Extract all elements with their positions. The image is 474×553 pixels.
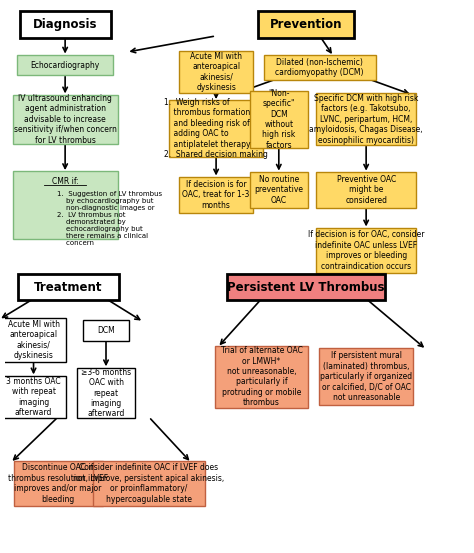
- FancyBboxPatch shape: [1, 318, 66, 362]
- FancyBboxPatch shape: [179, 50, 254, 93]
- Text: Dilated (non-Ischemic)
cardiomyopathy (DCM): Dilated (non-Ischemic) cardiomyopathy (D…: [275, 58, 364, 77]
- Text: Preventive OAC
might be
considered: Preventive OAC might be considered: [337, 175, 396, 205]
- FancyBboxPatch shape: [13, 171, 118, 238]
- Text: Acute MI with
anteroapical
akinesis/
dyskinesis: Acute MI with anteroapical akinesis/ dys…: [8, 320, 60, 360]
- FancyBboxPatch shape: [82, 320, 129, 341]
- Text: ≥3-6 months
OAC with
repeat
imaging
afterward: ≥3-6 months OAC with repeat imaging afte…: [81, 368, 131, 418]
- FancyBboxPatch shape: [316, 228, 416, 273]
- Text: If decision is for OAC, consider
indefinite OAC unless LVEF
improves or bleeding: If decision is for OAC, consider indefin…: [308, 231, 424, 270]
- FancyBboxPatch shape: [215, 346, 308, 408]
- Text: 3 months OAC
with repeat
imaging
afterward: 3 months OAC with repeat imaging afterwa…: [6, 377, 61, 417]
- FancyBboxPatch shape: [264, 55, 376, 80]
- Text: Echocardiography: Echocardiography: [30, 61, 100, 70]
- Text: Prevention: Prevention: [270, 18, 342, 31]
- FancyBboxPatch shape: [13, 95, 118, 144]
- Text: No routine
preventative
OAC: No routine preventative OAC: [255, 175, 303, 205]
- FancyBboxPatch shape: [19, 12, 110, 38]
- Text: Treatment: Treatment: [34, 281, 103, 294]
- FancyBboxPatch shape: [18, 274, 118, 300]
- FancyBboxPatch shape: [316, 93, 416, 145]
- FancyBboxPatch shape: [258, 12, 354, 38]
- Text: DCM: DCM: [97, 326, 115, 335]
- Text: Consider indefinite OAC if LVEF does
not improve, persistent apical akinesis,
or: Consider indefinite OAC if LVEF does not…: [73, 463, 224, 504]
- Text: Discontinue OAC if
thrombus resolution, LVEF
improves and/or major
bleeding: Discontinue OAC if thrombus resolution, …: [8, 463, 108, 504]
- Text: Diagnosis: Diagnosis: [33, 18, 97, 31]
- Text: If persistent mural
(laminated) thrombus,
particularly if organized
or calcified: If persistent mural (laminated) thrombus…: [320, 352, 412, 402]
- Text: If decision is for
OAC, treat for 1-3
months: If decision is for OAC, treat for 1-3 mo…: [182, 180, 250, 210]
- FancyBboxPatch shape: [93, 461, 205, 506]
- FancyBboxPatch shape: [227, 274, 385, 300]
- FancyBboxPatch shape: [169, 101, 263, 156]
- Text: CMR if:: CMR if:: [52, 177, 79, 186]
- Text: 1.  Suggestion of LV thrombus
    by echocardiography but
    non-diagnostic ima: 1. Suggestion of LV thrombus by echocard…: [57, 191, 162, 246]
- Text: Specific DCM with high risk
factors (e.g. Takotsubo,
LVNC, peripartum, HCM,
amyl: Specific DCM with high risk factors (e.g…: [310, 94, 423, 145]
- FancyBboxPatch shape: [319, 348, 413, 405]
- FancyBboxPatch shape: [1, 375, 66, 418]
- FancyBboxPatch shape: [316, 172, 416, 208]
- FancyBboxPatch shape: [179, 177, 254, 212]
- Text: Persistent LV Thrombus: Persistent LV Thrombus: [227, 281, 384, 294]
- Text: Trial of alternate OAC
or LMWH*
not unreasonable,
particularly if
protruding or : Trial of alternate OAC or LMWH* not unre…: [221, 346, 302, 407]
- Text: 1.  Weigh risks of
    thrombus formation
    and bleeding risk of
    adding OA: 1. Weigh risks of thrombus formation and…: [164, 98, 268, 159]
- FancyBboxPatch shape: [249, 172, 308, 208]
- FancyBboxPatch shape: [14, 461, 102, 506]
- Text: Acute MI with
anteroapical
akinesis/
dyskinesis: Acute MI with anteroapical akinesis/ dys…: [190, 51, 242, 92]
- FancyBboxPatch shape: [77, 368, 135, 419]
- Text: IV ultrasound enhancing
agent administration
advisable to increase
sensitivity i: IV ultrasound enhancing agent administra…: [14, 94, 117, 145]
- FancyBboxPatch shape: [17, 55, 113, 75]
- Text: "Non-
specific"
DCM
without
high risk
factors: "Non- specific" DCM without high risk fa…: [262, 89, 295, 150]
- FancyBboxPatch shape: [249, 91, 308, 148]
